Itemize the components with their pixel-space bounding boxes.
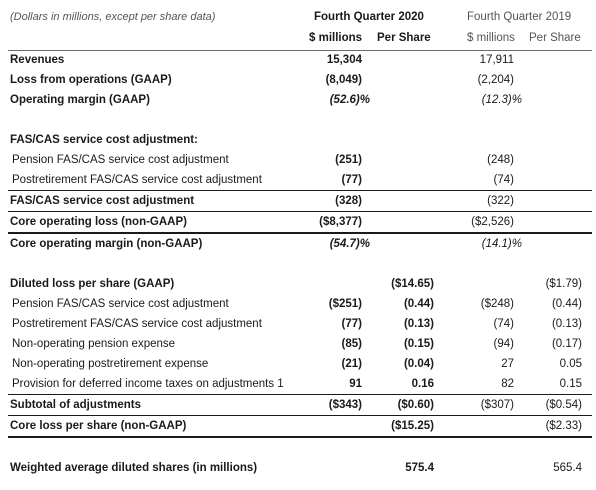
cell-2020-per-share: ($14.65) — [391, 278, 434, 290]
row-label: Revenues — [10, 54, 65, 66]
cell-2020-per-share: ($0.60) — [397, 399, 434, 411]
cell-2020-per-share: (0.13) — [403, 318, 434, 330]
cell-2019-per-share: (0.17) — [551, 338, 582, 350]
cell-2020-millions: (251) — [335, 154, 362, 166]
subheader-2019-per-share: Per Share — [529, 32, 581, 44]
cell-2019-millions: (2,204) — [477, 74, 514, 86]
table-row: Weighted average diluted shares (in mill… — [8, 458, 592, 478]
table-row: Non-operating pension expense (85) (0.15… — [8, 334, 592, 354]
subtotal-rule — [8, 394, 592, 395]
cell-2019-millions: ($2,526) — [471, 216, 514, 228]
section-heading: FAS/CAS service cost adjustment: — [10, 134, 198, 146]
table-row: Loss from operations (GAAP) (8,049) (2,2… — [8, 70, 592, 90]
period-header-2020: Fourth Quarter 2020 — [314, 11, 424, 23]
cell-2019-millions: 17,911 — [479, 54, 514, 66]
table-row: Core loss per share (non-GAAP) ($15.25) … — [8, 416, 592, 436]
cell-2020-millions: (328) — [335, 195, 362, 207]
subheader-2019-millions: $ millions — [467, 32, 515, 44]
cell-2020-millions: ($343) — [328, 399, 362, 411]
table-row: Provision for deferred income taxes on a… — [8, 374, 592, 394]
table-row: Non-operating postretirement expense (21… — [8, 354, 592, 374]
table-row: Diluted loss per share (GAAP) ($14.65) (… — [8, 274, 592, 294]
row-label: Operating margin (GAAP) — [10, 94, 150, 106]
table-row: FAS/CAS service cost adjustment: — [8, 130, 592, 150]
row-label: Postretirement FAS/CAS service cost adju… — [12, 318, 262, 330]
row-label: Non-operating pension expense — [12, 338, 176, 350]
subheader-2020-millions: $ millions — [309, 32, 363, 44]
cell-2020-millions: ($8,377) — [319, 216, 362, 228]
cell-2019-millions: (322) — [487, 195, 514, 207]
table-caption: (Dollars in millions, except per share d… — [10, 11, 216, 23]
cell-2020-millions: (85) — [341, 338, 362, 350]
total-rule — [8, 436, 592, 438]
row-label: FAS/CAS service cost adjustment — [10, 195, 195, 207]
cell-2020-millions: 15,304 — [326, 54, 362, 66]
cell-2019-per-share: (0.13) — [551, 318, 582, 330]
cell-2020-per-share: (0.44) — [403, 298, 434, 310]
row-label: Core loss per share (non-GAAP) — [10, 420, 187, 432]
cell-2019-per-share: ($0.54) — [545, 399, 582, 411]
cell-2020-per-share: 0.16 — [411, 378, 434, 390]
period-header-2019: Fourth Quarter 2019 — [467, 11, 572, 23]
cell-2019-per-share: 565.4 — [553, 462, 582, 474]
row-label: Core operating loss (non-GAAP) — [10, 216, 187, 228]
cell-2020-millions: (77) — [341, 174, 362, 186]
cell-2019-per-share: 0.05 — [559, 358, 582, 370]
row-label: Postretirement FAS/CAS service cost adju… — [12, 174, 262, 186]
row-rule — [8, 415, 592, 416]
cell-2019-per-share: 0.15 — [559, 378, 582, 390]
cell-2020-per-share: ($15.25) — [391, 420, 434, 432]
row-label: Non-operating postretirement expense — [12, 358, 209, 370]
cell-2019-millions: ($248) — [480, 298, 514, 310]
cell-2020-per-share: 575.4 — [405, 462, 434, 474]
cell-2019-per-share: (0.44) — [551, 298, 582, 310]
cell-2019-millions: 82 — [501, 378, 514, 390]
table-row: Core operating loss (non-GAAP) ($8,377) … — [8, 212, 592, 232]
cell-2019-millions: (248) — [487, 154, 514, 166]
row-label: Pension FAS/CAS service cost adjustment — [12, 298, 229, 310]
cell-2020-millions: (77) — [341, 318, 362, 330]
cell-2019-millions: ($307) — [480, 399, 514, 411]
row-rule — [8, 211, 592, 212]
row-label: Core operating margin (non-GAAP) — [10, 238, 203, 250]
row-label: Diluted loss per share (GAAP) — [10, 278, 175, 290]
total-rule — [8, 232, 592, 234]
table-row: Pension FAS/CAS service cost adjustment … — [8, 150, 592, 170]
cell-2020-millions: 91 — [349, 378, 362, 390]
row-label: Loss from operations (GAAP) — [10, 74, 172, 86]
cell-2020-per-share: (0.04) — [403, 358, 434, 370]
cell-2019-millions: (74) — [493, 174, 514, 186]
row-label: Weighted average diluted shares (in mill… — [10, 462, 258, 474]
cell-2019-millions: (94) — [493, 338, 514, 350]
table-row: Operating margin (GAAP) (52.6)% (12.3)% — [8, 90, 592, 110]
cell-2020-per-share: (0.15) — [403, 338, 434, 350]
cell-2020-millions: (54.7)% — [329, 238, 370, 250]
row-label: Provision for deferred income taxes on a… — [12, 378, 284, 390]
cell-2020-millions: ($251) — [328, 298, 362, 310]
cell-2020-millions: (21) — [341, 358, 362, 370]
table-row: FAS/CAS service cost adjustment (328) (3… — [8, 191, 592, 211]
cell-2019-millions: 27 — [501, 358, 514, 370]
table-row: Core operating margin (non-GAAP) (54.7)%… — [8, 234, 592, 254]
row-label: Subtotal of adjustments — [10, 399, 141, 411]
table-row: Subtotal of adjustments ($343) ($0.60) (… — [8, 395, 592, 415]
table-row: Postretirement FAS/CAS service cost adju… — [8, 170, 592, 190]
cell-2019-per-share: ($2.33) — [545, 420, 582, 432]
cell-2019-millions: (74) — [493, 318, 514, 330]
table-row: Pension FAS/CAS service cost adjustment … — [8, 294, 592, 314]
table-row: Revenues 15,304 17,911 — [8, 50, 592, 70]
subtotal-rule — [8, 190, 592, 191]
subheader-2020-per-share: Per Share — [377, 32, 431, 44]
cell-2019-millions: (14.1)% — [481, 238, 522, 250]
cell-2020-millions: (52.6)% — [329, 94, 370, 106]
row-label: Pension FAS/CAS service cost adjustment — [12, 154, 229, 166]
cell-2020-millions: (8,049) — [325, 74, 362, 86]
cell-2019-per-share: ($1.79) — [545, 278, 582, 290]
cell-2019-millions: (12.3)% — [481, 94, 522, 106]
table-row: Postretirement FAS/CAS service cost adju… — [8, 314, 592, 334]
header-rule — [8, 50, 592, 51]
